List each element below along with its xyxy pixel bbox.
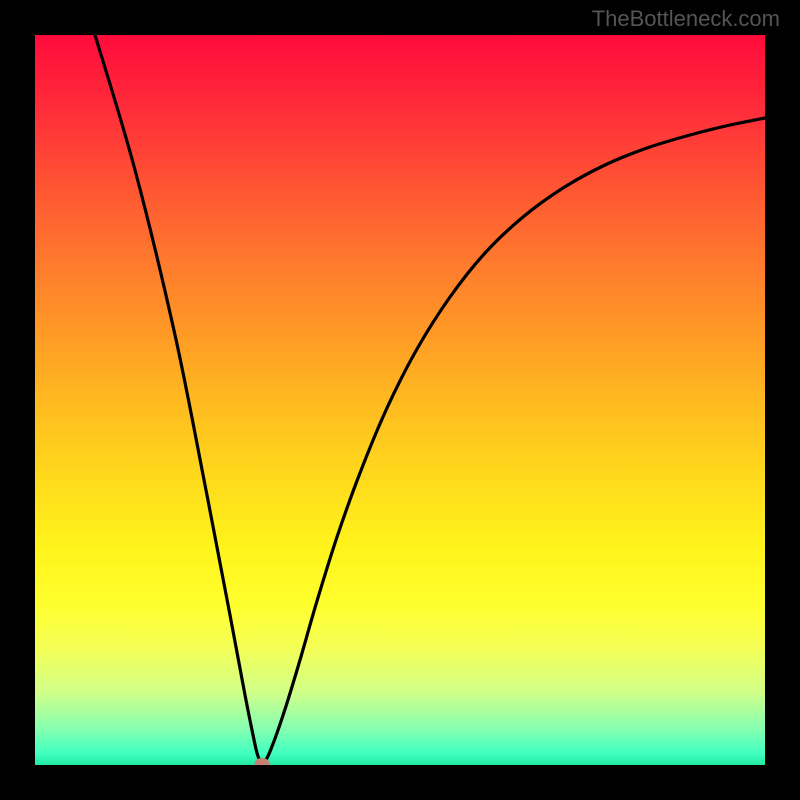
plot-area xyxy=(35,35,765,765)
chart-canvas xyxy=(35,35,765,765)
watermark-label: TheBottleneck.com xyxy=(592,6,780,32)
